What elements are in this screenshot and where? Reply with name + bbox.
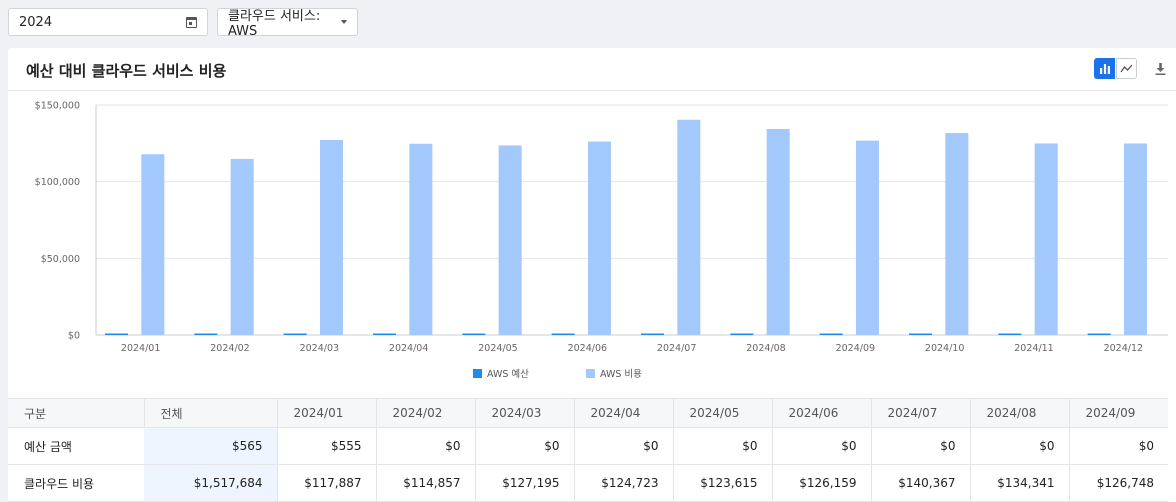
table-cell: $117,887: [276, 464, 376, 502]
budget-cost-table: 구분 전체 2024/01 2024/02 2024/03 2024/04 2024/05 2…: [8, 398, 1168, 502]
cost-bar[interactable]: [945, 133, 969, 335]
cost-bar[interactable]: [409, 143, 433, 335]
chevron-down-icon: [341, 20, 347, 24]
budget-bar[interactable]: [373, 333, 396, 336]
x-tick-label: 2024/06: [568, 343, 607, 354]
row-total-cell: $1,517,684: [144, 464, 277, 502]
budget-bar[interactable]: [819, 333, 843, 336]
budget-bar[interactable]: [909, 333, 932, 336]
panel-title: 예산 대비 클라우드 서비스 비용: [26, 62, 227, 80]
x-tick-label: 2024/02: [210, 343, 249, 354]
panel-divider: [8, 90, 1176, 91]
y-tick-label: $0: [68, 331, 80, 342]
legend-label-cost: AWS 비용: [600, 369, 642, 380]
row-label: 예산 금액: [8, 427, 144, 465]
cost-bar[interactable]: [677, 119, 701, 335]
column-header-month[interactable]: 2024/08: [969, 398, 1069, 428]
table-cell: $0: [1068, 427, 1168, 465]
table-cell: $123,615: [672, 464, 772, 502]
calendar-icon[interactable]: [186, 16, 197, 28]
budget-bar[interactable]: [641, 333, 664, 336]
cost-bar[interactable]: [498, 145, 522, 335]
table-cell: $126,748: [1068, 464, 1168, 502]
budget-bar[interactable]: [730, 333, 754, 336]
table-cell: $0: [771, 427, 871, 465]
budget-bar[interactable]: [551, 333, 575, 336]
bar-chart-icon: [1099, 64, 1110, 74]
line-chart-toggle-button[interactable]: [1116, 58, 1137, 79]
cost-bar[interactable]: [1034, 143, 1058, 335]
table-cell: $127,195: [474, 464, 574, 502]
table-cell: $0: [375, 427, 475, 465]
row-label: 클라우드 비용: [8, 464, 144, 502]
budget-bar[interactable]: [998, 333, 1022, 336]
year-picker[interactable]: 2024: [8, 8, 208, 36]
table-cell: $140,367: [870, 464, 970, 502]
table-cell: $114,857: [375, 464, 475, 502]
download-button[interactable]: [1150, 58, 1171, 79]
x-tick-label: 2024/08: [746, 343, 785, 354]
table-cell: $0: [672, 427, 772, 465]
chart-panel: 예산 대비 클라우드 서비스 비용 $0 $50,000 $100,000 $150,…: [8, 48, 1176, 502]
column-header-month[interactable]: 2024/07: [870, 398, 970, 428]
table-cell: $124,723: [573, 464, 673, 502]
y-tick-label: $50,000: [41, 254, 80, 265]
legend-swatch-budget: [473, 369, 482, 378]
table-cell: $555: [276, 427, 376, 465]
legend-label-budget: AWS 예산: [487, 369, 529, 380]
line-chart-icon: [1120, 64, 1133, 73]
table-cell: $0: [573, 427, 673, 465]
budget-bar[interactable]: [462, 333, 486, 336]
x-tick-label: 2024/07: [657, 343, 696, 354]
column-header-month[interactable]: 2024/06: [771, 398, 871, 428]
cost-bar[interactable]: [588, 141, 611, 335]
column-header-total[interactable]: 전체: [143, 398, 277, 428]
column-header-month[interactable]: 2024/02: [375, 398, 475, 428]
cost-bar[interactable]: [1124, 143, 1147, 335]
budget-bar[interactable]: [283, 333, 307, 336]
cost-bar[interactable]: [766, 129, 790, 335]
cost-bar[interactable]: [141, 154, 165, 335]
row-total-cell: $565: [144, 427, 277, 465]
budget-bar[interactable]: [1087, 333, 1111, 336]
column-header-month[interactable]: 2024/04: [573, 398, 673, 428]
x-tick-label: 2024/01: [121, 343, 160, 354]
service-dropdown[interactable]: 클라우드 서비스: AWS: [217, 8, 358, 39]
cost-bar[interactable]: [230, 158, 254, 335]
table-row: 예산 금액 $565 $555 $0 $0 $0 $0 $0 $0 $0 $0: [8, 427, 1168, 465]
column-header-month[interactable]: 2024/01: [276, 398, 376, 428]
legend-swatch-cost: [586, 369, 595, 378]
column-header-month[interactable]: 2024/03: [474, 398, 574, 428]
table-header-row: 구분 전체 2024/01 2024/02 2024/03 2024/04 2024/05 2…: [8, 398, 1168, 428]
column-header-month[interactable]: 2024/05: [672, 398, 772, 428]
table-cell: $0: [870, 427, 970, 465]
column-header-month[interactable]: 2024/09: [1068, 398, 1168, 428]
x-tick-label: 2024/04: [389, 343, 428, 354]
table-row: 클라우드 비용 $1,517,684 $117,887 $114,857 $127,19…: [8, 464, 1168, 502]
year-value: 2024: [19, 14, 53, 30]
download-icon: [1155, 62, 1166, 75]
x-tick-label: 2024/12: [1104, 343, 1143, 354]
x-tick-label: 2024/09: [836, 343, 875, 354]
bar-chart-toggle-button[interactable]: [1094, 58, 1115, 79]
budget-bar[interactable]: [105, 333, 128, 336]
x-tick-label: 2024/11: [1014, 343, 1053, 354]
budget-cost-bar-chart: $0 $50,000 $100,000 $150,000 2024/01 2024/02…: [35, 101, 1168, 380]
y-tick-label: $150,000: [35, 101, 80, 112]
table-cell: $0: [474, 427, 574, 465]
budget-bar[interactable]: [194, 333, 218, 336]
column-header-category[interactable]: 구분: [8, 398, 144, 428]
table-cell: $134,341: [969, 464, 1069, 502]
x-tick-label: 2024/10: [925, 343, 964, 354]
x-tick-label: 2024/05: [478, 343, 517, 354]
x-tick-label: 2024/03: [300, 343, 339, 354]
y-tick-label: $100,000: [35, 177, 80, 188]
cost-bar[interactable]: [856, 140, 879, 335]
table-cell: $0: [969, 427, 1069, 465]
service-value: 클라우드 서비스: AWS: [228, 9, 321, 39]
table-cell: $126,159: [771, 464, 871, 502]
cost-bar[interactable]: [320, 139, 343, 335]
